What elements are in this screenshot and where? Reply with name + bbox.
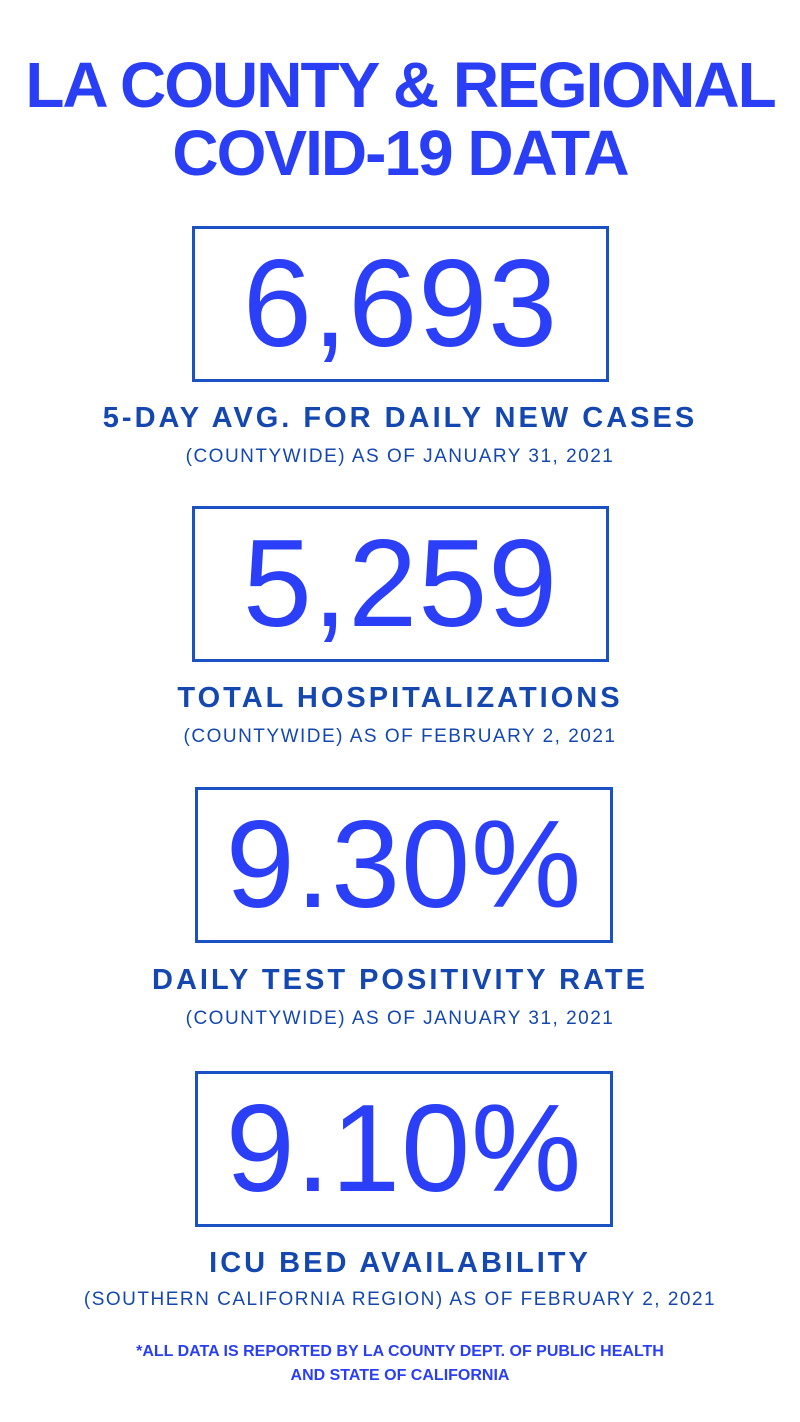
stat-box-icu: 9.10%	[195, 1071, 613, 1227]
page-title-line-2: COVID-19 DATA	[172, 117, 629, 189]
stat-value-positivity: 9.30%	[225, 796, 583, 934]
footnote-line-1: *ALL DATA IS REPORTED BY LA COUNTY DEPT.…	[136, 1343, 664, 1360]
stat-sublabel-icu: (SOUTHERN CALIFORNIA REGION) AS OF FEBRU…	[83, 1289, 717, 1310]
stat-sublabel-new-cases: (COUNTYWIDE) AS OF JANUARY 31, 2021	[185, 446, 615, 467]
stat-label-new-cases: 5-DAY AVG. FOR DAILY NEW CASES	[102, 402, 698, 434]
stat-box-hospitalizations: 5,259	[192, 506, 609, 662]
stat-label-positivity: DAILY TEST POSITIVITY RATE	[152, 964, 648, 996]
page-title-line-1: LA COUNTY & REGIONAL	[25, 49, 776, 121]
stat-value-hospitalizations: 5,259	[242, 515, 559, 653]
stat-box-new-cases: 6,693	[192, 226, 609, 382]
stat-value-new-cases: 6,693	[242, 235, 559, 373]
stat-sublabel-hospitalizations: (COUNTYWIDE) AS OF FEBRUARY 2, 2021	[183, 726, 617, 747]
stat-box-positivity: 9.30%	[195, 787, 613, 943]
footnote-line-2: AND STATE OF CALIFORNIA	[290, 1367, 510, 1384]
stat-label-hospitalizations: TOTAL HOSPITALIZATIONS	[177, 682, 623, 714]
stat-value-icu: 9.10%	[225, 1080, 583, 1218]
stat-sublabel-positivity: (COUNTYWIDE) AS OF JANUARY 31, 2021	[185, 1008, 615, 1029]
stat-label-icu: ICU BED AVAILABILITY	[209, 1247, 591, 1279]
